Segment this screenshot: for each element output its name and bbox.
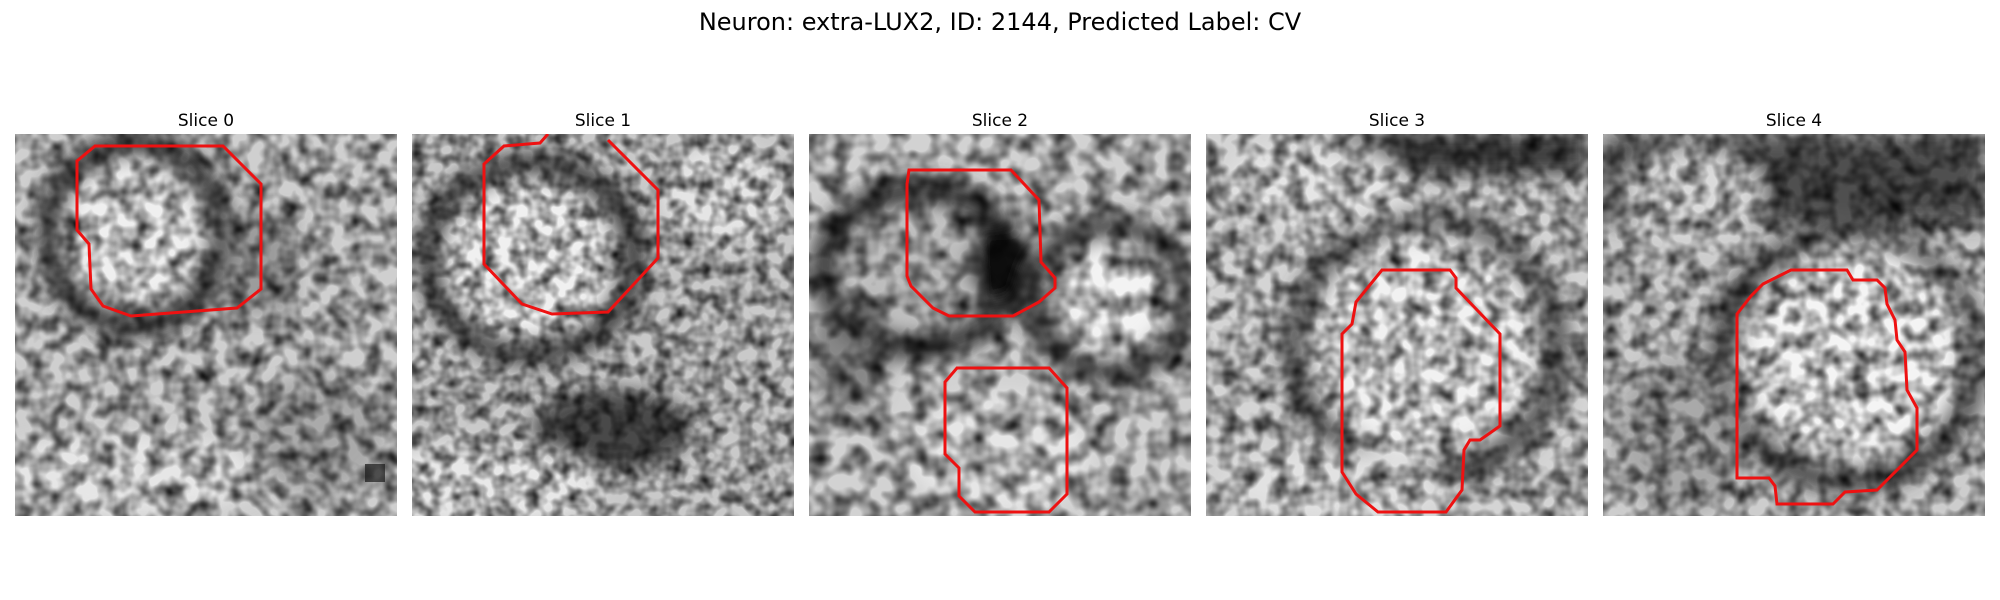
contour-3 (1340, 268, 1502, 514)
slice-title-2: Slice 2 (971, 111, 1029, 131)
contour-2-lower (943, 366, 1069, 514)
slice-panel-3: Slice 3 (1206, 109, 1588, 516)
slice-panel-1: Slice 1 (412, 109, 794, 516)
slice-image-4 (1603, 134, 1985, 516)
contour-2-upper (905, 168, 1057, 318)
contour-4 (1735, 268, 1919, 506)
slice-image-0 (15, 134, 397, 516)
slice-panel-2: Slice 2 (809, 109, 1191, 516)
slice-image-1 (412, 134, 794, 516)
contour-0 (75, 144, 263, 318)
slice-title-4: Slice 4 (1765, 111, 1823, 131)
slice-image-3 (1206, 134, 1588, 516)
slice-title-0: Slice 0 (177, 111, 235, 131)
slice-title-1: Slice 1 (574, 111, 632, 131)
slice-panel-4: Slice 4 (1603, 109, 1985, 516)
slice-title-3: Slice 3 (1368, 111, 1426, 131)
slice-image-2 (809, 134, 1191, 516)
contour-1 (482, 134, 660, 316)
slice-panel-0: Slice 0 (15, 109, 397, 516)
figure-title: Neuron: extra-LUX2, ID: 2144, Predicted … (698, 8, 1302, 36)
